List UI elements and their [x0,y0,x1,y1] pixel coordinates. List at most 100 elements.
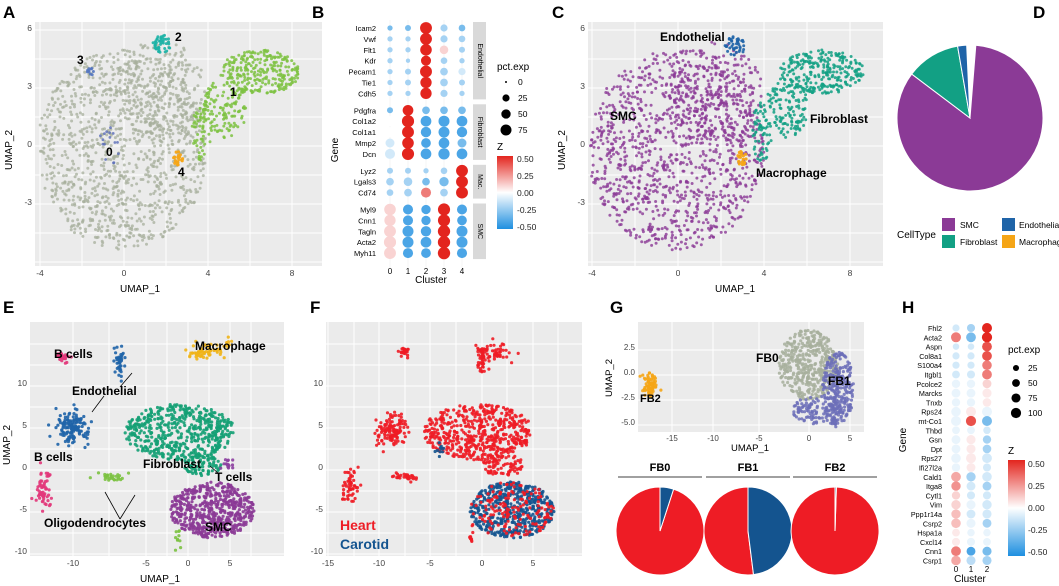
cluster-0-point [142,61,146,65]
fibroblast-point [790,123,794,127]
cluster-0-point [112,120,116,124]
cluster-1-point [228,64,232,68]
fibroblast-point [190,432,194,436]
smc-point [727,222,731,226]
endothelial-point [724,44,728,48]
cluster-0-point [132,137,136,140]
endothelial-point [119,359,123,363]
gene-dot [440,78,448,87]
cluster-0-point [146,46,150,50]
smc-point [735,98,739,102]
smc-point [740,64,744,68]
smc-point [646,173,650,176]
cluster-2-point [154,39,158,43]
smc-point [601,142,605,146]
smc-point [665,108,669,112]
cluster-0-point [164,173,168,177]
x-axis-label: Cluster [415,275,447,286]
cluster-0-point [100,244,104,247]
smc-point [700,190,704,194]
cluster-0-point [125,196,129,200]
cluster-0-point [154,77,158,80]
cluster-0-point [166,202,170,206]
cluster-1-point [236,76,239,80]
cluster-0-point [135,227,139,231]
smc-point [661,193,665,197]
cluster-1-point [231,114,235,118]
cluster-0-point [172,114,176,118]
cluster-0-point [61,94,65,98]
fibroblast-point [163,423,167,427]
smc-point [637,75,641,79]
fibroblast-point [184,445,188,449]
smc-point [711,55,715,59]
cluster-0-point [192,111,196,114]
cluster-0-point [159,144,163,147]
cluster-0-point [54,191,58,195]
panel-letter-e: E [3,298,14,317]
smc-point [725,118,729,121]
cluster-0-point [93,123,97,127]
smc-point [604,185,608,189]
smc-point [753,158,757,162]
smc-point [719,102,722,106]
cluster-0-point [132,199,136,203]
cluster-0-point [83,191,87,194]
cluster-0-point [151,74,154,78]
smc-point [633,196,637,200]
cluster-1-point [279,72,283,76]
cluster-0-point [109,169,113,173]
cluster-0-point [64,174,68,177]
smc-point [591,154,595,158]
z-colorbar [497,156,513,229]
cluster-0-point [89,86,93,90]
cluster-0-point [126,99,130,103]
fibroblast-point [179,432,184,436]
cluster-1-point [259,50,263,54]
cluster-4-point [173,161,177,165]
endothelial-point [742,44,746,48]
cluster-0-point [67,180,71,184]
fibroblast-point [849,55,853,58]
smc-point [689,189,693,193]
fibroblast-point [144,408,148,412]
cluster-0-point [74,77,78,81]
fibroblast-point [207,417,212,421]
cluster-1-point [257,78,261,82]
smc-point [678,247,682,251]
endothelial-point [119,364,123,368]
smc-point [619,145,623,149]
cluster-0-point [45,161,49,165]
cluster-0-point [181,53,184,57]
cluster-0-point [169,91,172,95]
cluster-0-point [171,132,175,136]
cluster-0-point [46,115,50,119]
cluster-1-point [290,59,294,63]
fibroblast-point [148,423,152,428]
legend-label: Fibroblast [960,237,998,247]
cluster-1-point [192,114,196,117]
endothelial-point [85,430,89,434]
cluster-0-point [73,203,77,207]
gene-dot [440,35,448,43]
fibroblast-point [226,420,230,424]
smc-point [693,72,697,76]
cluster-0-point [111,77,115,81]
smc-point [662,163,666,166]
cluster-0-point [45,173,49,177]
smc-point [671,187,675,191]
cluster-0-point [135,142,139,146]
fibroblast-point [203,431,207,435]
smc-point [706,79,710,83]
cluster-0-point [101,127,105,131]
cluster-0-point [42,129,46,133]
cluster-0-point [94,112,98,116]
smc-point [635,90,639,94]
cluster-0-point [141,111,145,114]
gene-dot [403,177,413,186]
cluster-0-point [132,244,136,248]
cluster-1-point [286,55,289,59]
smc-point [651,174,655,178]
cluster-0-point [85,130,89,134]
cluster-0-point [98,201,102,205]
